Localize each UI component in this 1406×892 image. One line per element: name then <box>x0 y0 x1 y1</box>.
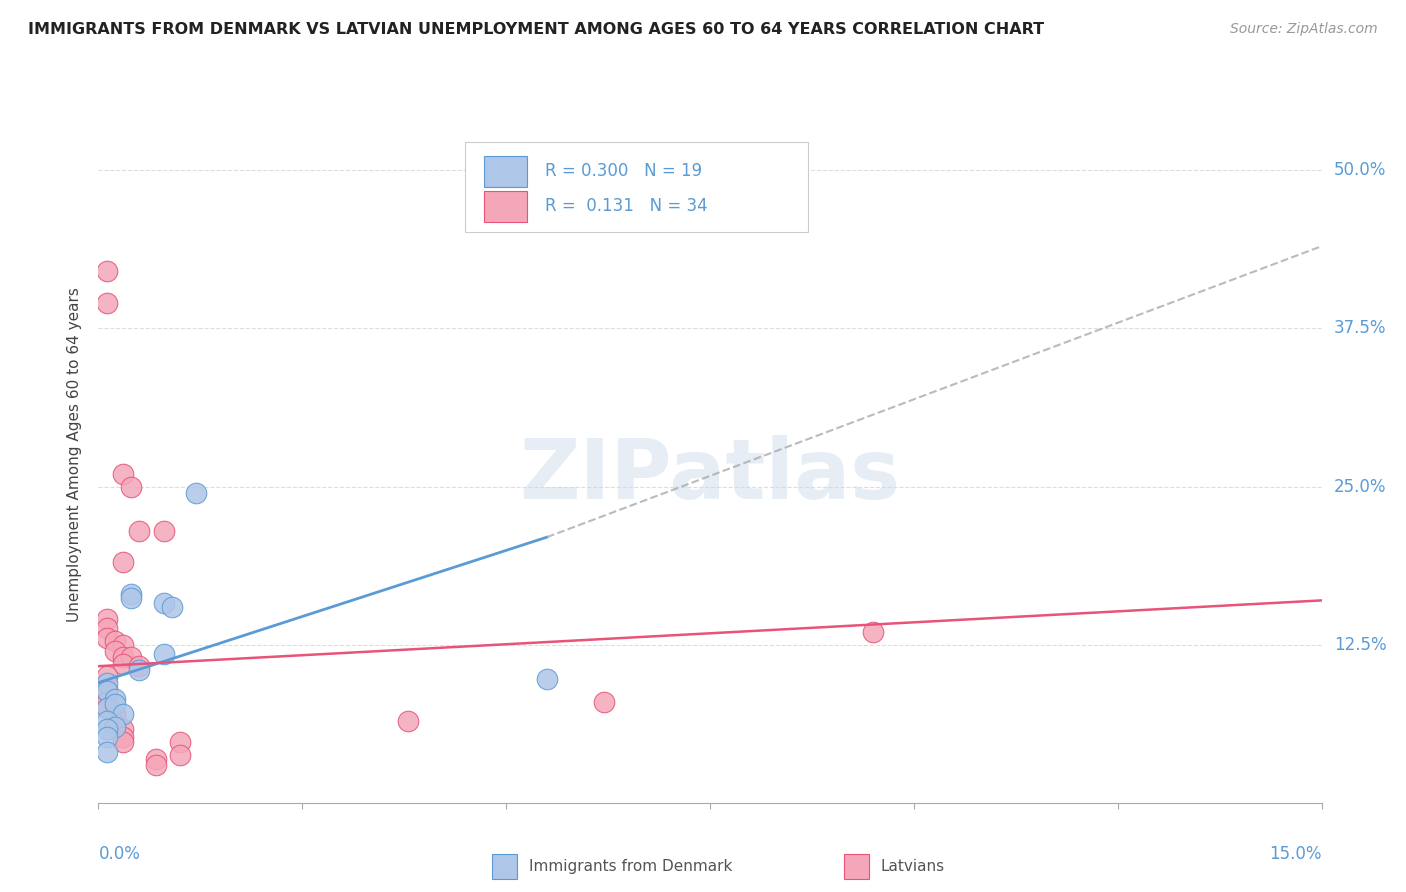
Point <box>96 695 118 709</box>
Point <box>96 730 118 744</box>
Point <box>128 663 150 677</box>
Point <box>152 596 174 610</box>
Text: Latvians: Latvians <box>880 859 945 873</box>
Point <box>152 524 174 538</box>
Point <box>111 556 134 570</box>
Point <box>96 669 118 683</box>
Point <box>160 599 183 614</box>
Text: IMMIGRANTS FROM DENMARK VS LATVIAN UNEMPLOYMENT AMONG AGES 60 TO 64 YEARS CORREL: IMMIGRANTS FROM DENMARK VS LATVIAN UNEMP… <box>28 22 1045 37</box>
Point <box>104 707 127 722</box>
Point <box>104 720 127 734</box>
Point <box>111 650 134 665</box>
Point <box>96 296 118 310</box>
Point <box>104 717 127 731</box>
Bar <box>484 156 526 187</box>
Text: 25.0%: 25.0% <box>1334 477 1386 496</box>
Point <box>104 644 127 658</box>
Point <box>96 632 118 646</box>
Text: 37.5%: 37.5% <box>1334 319 1386 337</box>
Text: R =  0.131   N = 34: R = 0.131 N = 34 <box>546 197 707 215</box>
Point <box>104 692 127 706</box>
Point <box>96 684 118 698</box>
Point <box>96 681 118 696</box>
Point <box>186 486 208 500</box>
Point <box>152 647 174 661</box>
Point <box>396 714 419 728</box>
Point <box>169 747 191 762</box>
Point <box>145 751 167 765</box>
Point <box>96 701 118 715</box>
Point <box>104 633 127 648</box>
Y-axis label: Unemployment Among Ages 60 to 64 years: Unemployment Among Ages 60 to 64 years <box>67 287 83 623</box>
Point <box>128 524 150 538</box>
Point <box>128 659 150 673</box>
Point <box>120 650 142 665</box>
Point <box>169 735 191 749</box>
Point <box>111 638 134 652</box>
Point <box>96 688 118 702</box>
Point <box>120 591 142 605</box>
Point <box>862 625 884 640</box>
Text: 0.0%: 0.0% <box>98 845 141 863</box>
Point <box>96 745 118 759</box>
Text: 12.5%: 12.5% <box>1334 636 1386 654</box>
Text: 50.0%: 50.0% <box>1334 161 1386 179</box>
Text: R = 0.300   N = 19: R = 0.300 N = 19 <box>546 162 702 180</box>
Point <box>104 697 127 711</box>
Point <box>111 657 134 671</box>
FancyBboxPatch shape <box>465 142 808 232</box>
Point <box>536 672 558 686</box>
Text: Immigrants from Denmark: Immigrants from Denmark <box>529 859 733 873</box>
Point <box>111 707 134 722</box>
Point <box>145 757 167 772</box>
Point <box>111 735 134 749</box>
Point <box>111 467 134 481</box>
Point <box>96 264 118 278</box>
Text: 15.0%: 15.0% <box>1270 845 1322 863</box>
Text: ZIPatlas: ZIPatlas <box>520 435 900 516</box>
Point <box>120 587 142 601</box>
Point <box>96 621 118 635</box>
Point <box>96 675 118 690</box>
Point <box>96 714 118 728</box>
Point <box>120 479 142 493</box>
Point <box>96 612 118 626</box>
Point <box>111 723 134 737</box>
Point <box>96 701 118 715</box>
Point <box>593 695 616 709</box>
Bar <box>484 191 526 222</box>
Point <box>111 730 134 744</box>
Point <box>96 723 118 737</box>
Text: Source: ZipAtlas.com: Source: ZipAtlas.com <box>1230 22 1378 37</box>
